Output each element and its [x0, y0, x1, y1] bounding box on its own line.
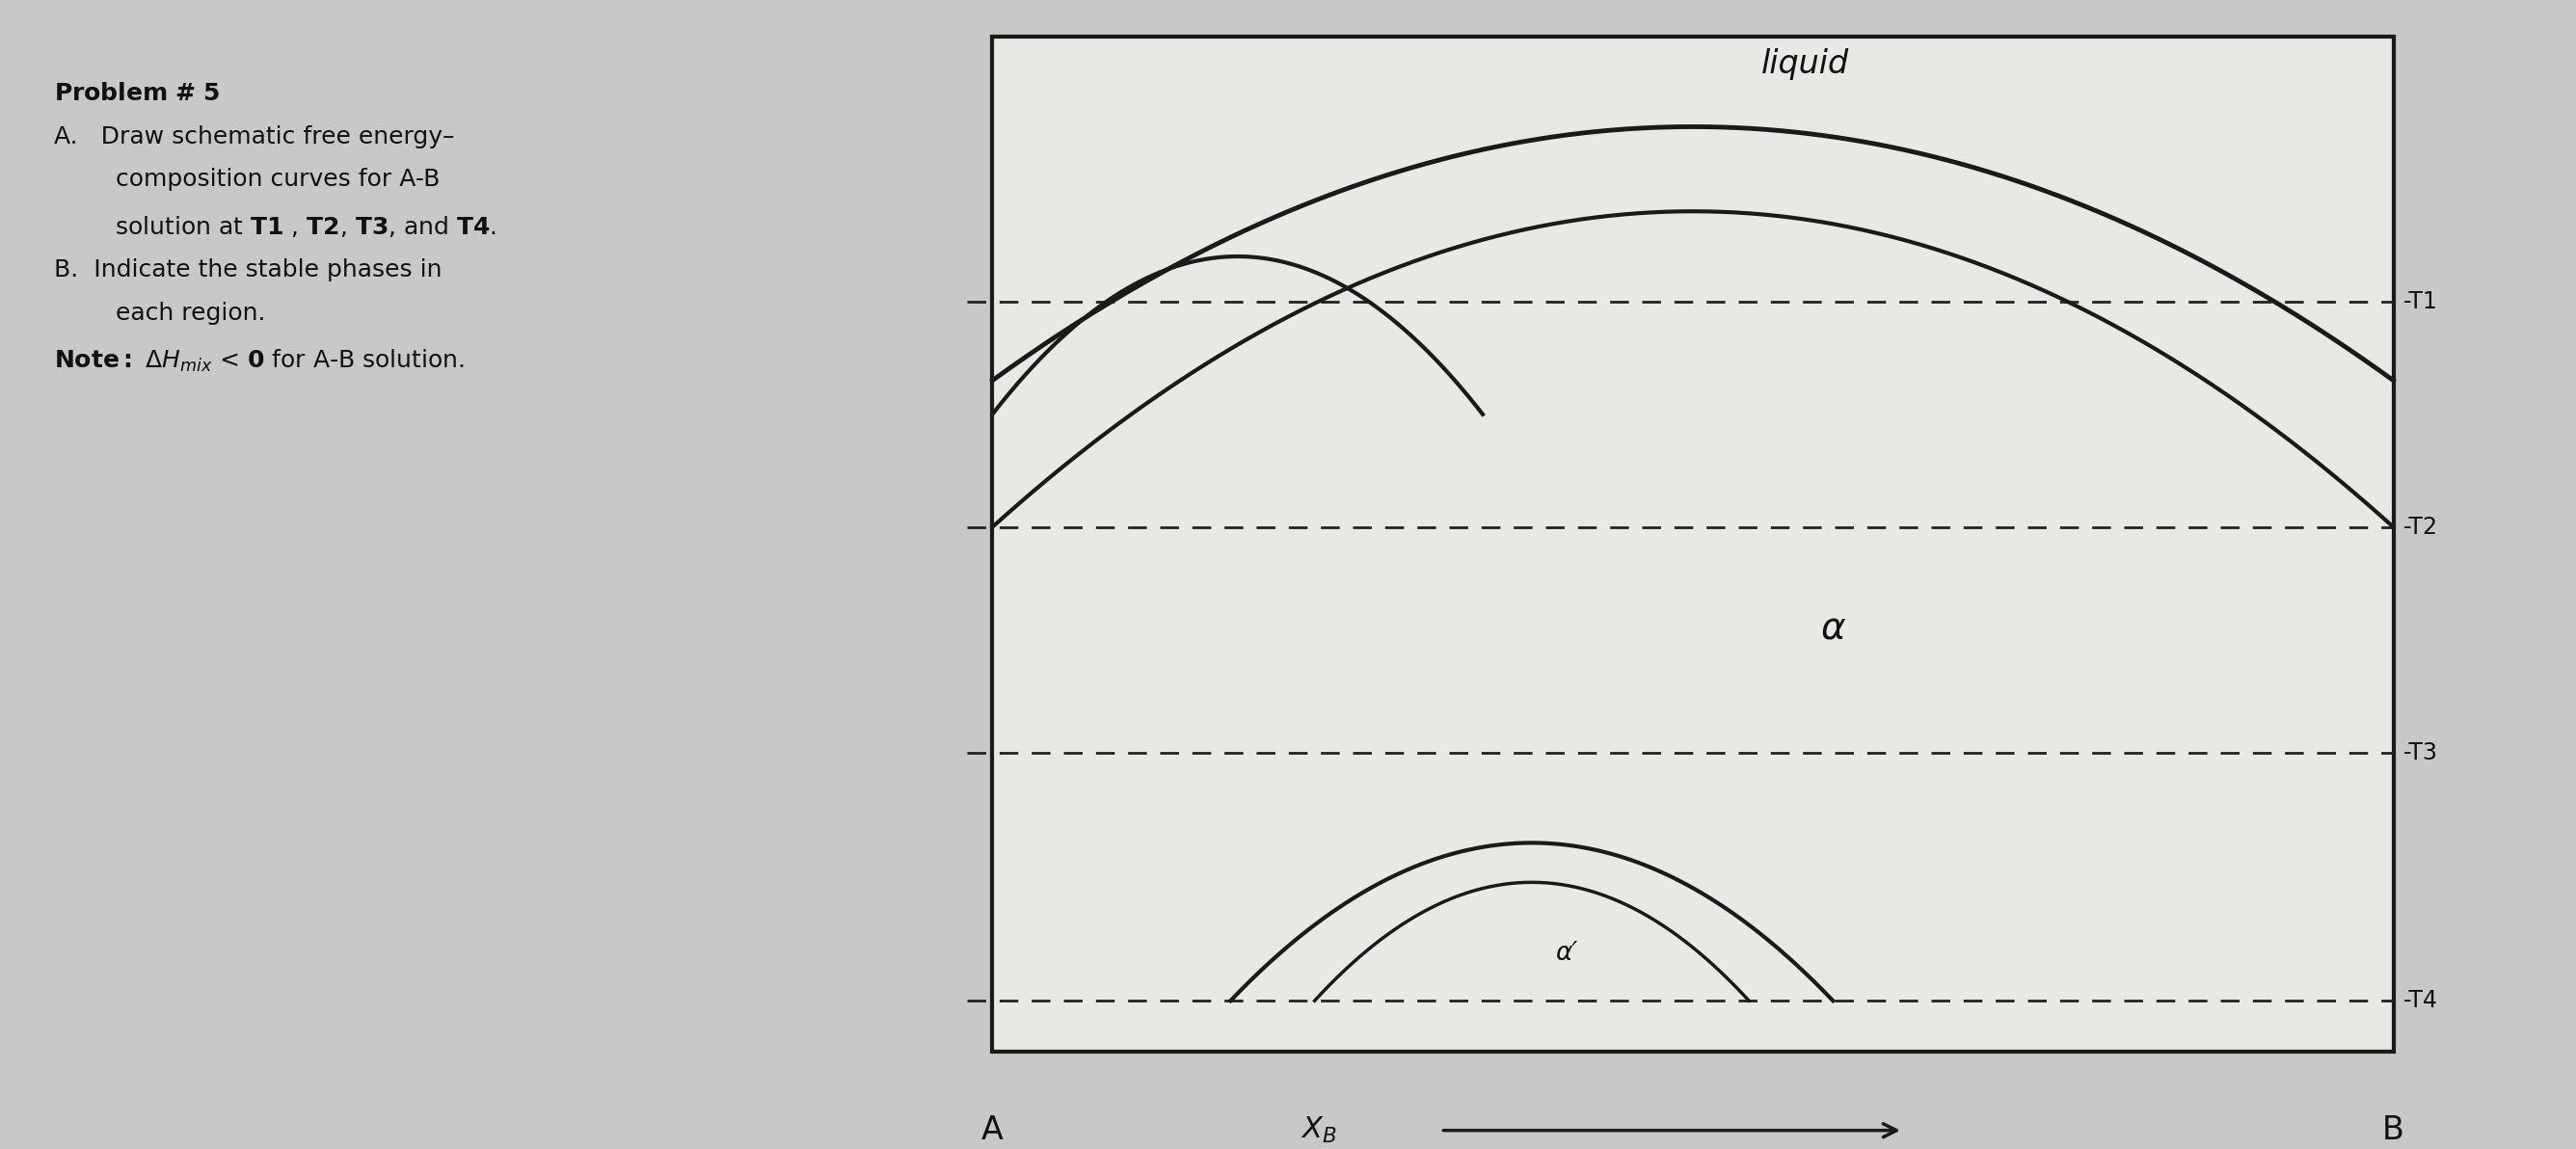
Text: $X_B$: $X_B$ — [1301, 1116, 1337, 1146]
Text: $\mathbf{Problem\ \#\ 5}$
A.   Draw schematic free energy–
        composition c: $\mathbf{Problem\ \#\ 5}$ A. Draw schema… — [54, 82, 497, 373]
Text: -T3: -T3 — [2403, 741, 2439, 764]
Text: B: B — [2383, 1115, 2403, 1147]
Text: -T2: -T2 — [2403, 516, 2439, 539]
Text: A: A — [981, 1115, 1005, 1147]
Text: -T1: -T1 — [2403, 290, 2439, 313]
Text: α′: α′ — [1556, 941, 1579, 966]
Text: liquid: liquid — [1762, 48, 1850, 79]
Bar — [992, 37, 2393, 1051]
Text: -T4: -T4 — [2403, 989, 2439, 1012]
Text: α: α — [1821, 610, 1844, 647]
